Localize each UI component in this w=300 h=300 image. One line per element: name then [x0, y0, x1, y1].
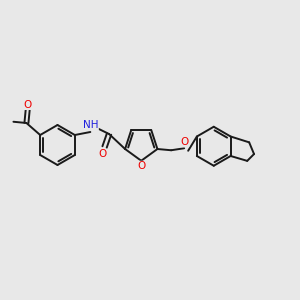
Text: O: O: [98, 149, 106, 159]
Text: O: O: [181, 137, 189, 147]
Text: O: O: [24, 100, 32, 110]
Text: NH: NH: [83, 120, 98, 130]
Text: O: O: [137, 161, 146, 171]
